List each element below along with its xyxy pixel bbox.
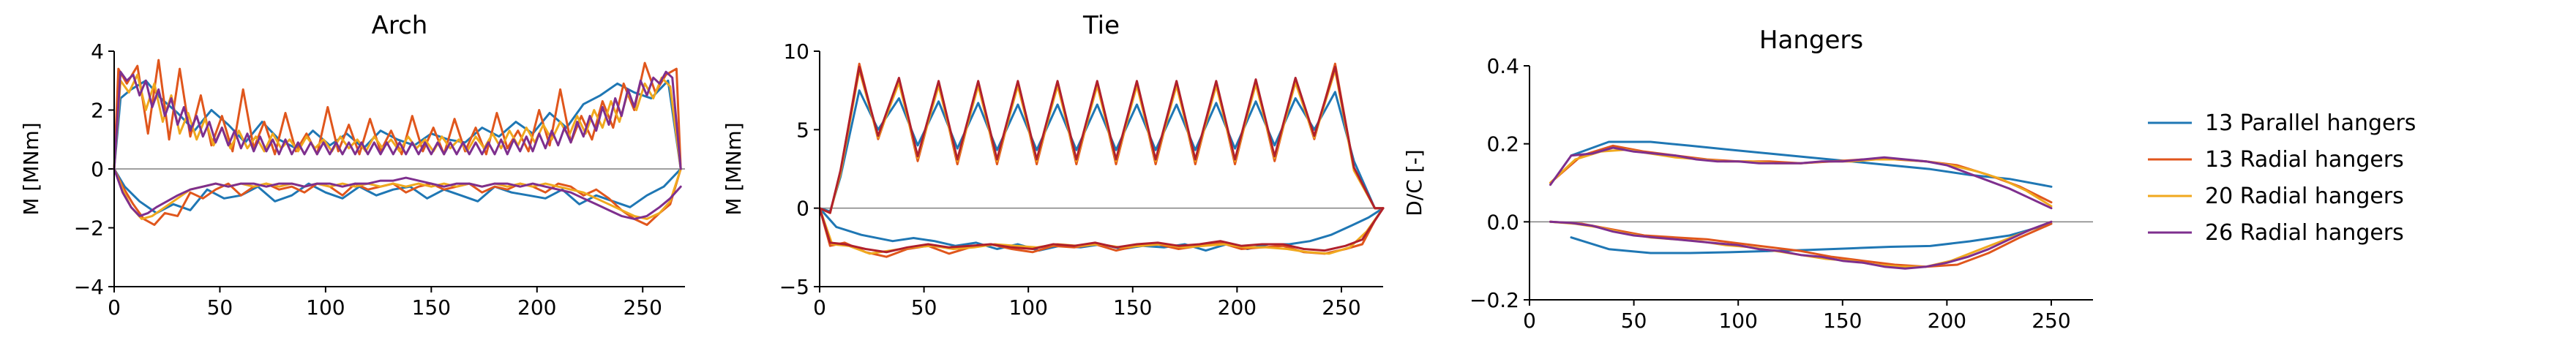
tie-y-axis-label: M [MNm]: [722, 122, 746, 215]
arch-series-1-lower-line: [113, 167, 682, 214]
legend-label-2: 13 Radial hangers: [2205, 147, 2404, 173]
arch-x-tick-label: 250: [623, 295, 662, 320]
arch-axes: [113, 51, 685, 287]
hangers-ticks: 0 50 100 150 200 250 −0.2 0.0 0.2 0.4: [1469, 54, 2071, 333]
hangers-x-tick-label: 200: [1928, 309, 1966, 333]
arch-panel: Arch M [MNm] 0 50 100 150 200 250 −4 −2 0 2 4: [19, 11, 685, 320]
hangers-title: Hangers: [1759, 26, 1863, 55]
tie-series-3-upper-line: [818, 69, 1385, 214]
arch-series-2-upper-line: [113, 58, 682, 170]
arch-x-tick-label: 150: [412, 295, 451, 320]
arch-y-axis-label: M [MNm]: [19, 122, 43, 215]
hangers-series-1-lower-line: [1570, 222, 2053, 254]
legend-label-4: 26 Radial hangers: [2205, 220, 2404, 246]
hangers-y-tick-label: 0.0: [1486, 210, 1519, 234]
arch-y-tick-label: 4: [91, 39, 104, 64]
hangers-series-3-upper-line: [1549, 148, 2053, 208]
arch-x-tick-label: 0: [108, 295, 121, 320]
hangers-x-tick-label: 50: [1621, 309, 1647, 333]
tie-x-tick-label: 100: [1008, 295, 1047, 320]
arch-y-tick-label: 0: [91, 157, 104, 181]
hangers-series-4-upper-line: [1549, 146, 2053, 210]
arch-series-3-lower-line: [113, 167, 682, 220]
hangers-axes: [1529, 66, 2093, 301]
tie-axes: [819, 51, 1383, 287]
tie-title: Tie: [1082, 11, 1120, 40]
legend: 13 Parallel hangers 13 Radial hangers 20 R…: [2148, 110, 2416, 246]
hangers-x-tick-label: 150: [1823, 309, 1862, 333]
hangers-x-tick-label: 250: [2032, 309, 2070, 333]
arch-series-4-upper-line: [113, 70, 682, 170]
tie-x-tick-label: 50: [911, 295, 937, 320]
arch-x-tick-label: 200: [517, 295, 556, 320]
arch-y-tick-label: −2: [74, 216, 104, 241]
tie-series-4-upper-line: [818, 66, 1385, 214]
arch-series: [113, 58, 685, 226]
arch-x-tick-label: 100: [306, 295, 345, 320]
hangers-x-tick-label: 0: [1523, 309, 1536, 333]
legend-label-3: 20 Radial hangers: [2205, 184, 2404, 209]
arch-x-tick-label: 50: [207, 295, 233, 320]
tie-x-tick-label: 250: [1322, 295, 1360, 320]
tie-series: [818, 62, 1385, 258]
hangers-y-axis-label: D/C [-]: [1402, 149, 1426, 216]
hangers-y-tick-label: 0.4: [1486, 54, 1519, 78]
arch-ticks: 0 50 100 150 200 250 −4 −2 0 2 4: [74, 39, 662, 320]
hangers-series-2-upper-line: [1549, 144, 2053, 204]
arch-y-tick-label: 2: [91, 99, 104, 123]
hangers-series-3-lower-line: [1549, 220, 2053, 268]
arch-title: Arch: [372, 11, 428, 40]
legend-label-1: 13 Parallel hangers: [2205, 110, 2416, 136]
hangers-y-tick-label: −0.2: [1469, 288, 1519, 312]
hangers-x-tick-label: 100: [1718, 309, 1757, 333]
tie-y-tick-label: 10: [783, 39, 809, 64]
hangers-y-tick-label: 0.2: [1486, 132, 1519, 156]
hangers-panel: Hangers D/C [-] 0 50 100 150 200 250 −0.2 0.0 0.…: [1402, 26, 2093, 333]
hangers-series-1-upper-line: [1570, 140, 2053, 188]
arch-series-4-lower-line: [113, 167, 682, 220]
tie-y-tick-label: 5: [796, 118, 809, 142]
tie-series-1-upper-line: [818, 89, 1385, 213]
hangers-series-2-lower-line: [1549, 220, 2053, 268]
tie-x-tick-label: 0: [813, 295, 826, 320]
hangers-series-4-lower-line: [1549, 220, 2053, 270]
arch-y-tick-label: −4: [74, 275, 104, 299]
arch-series-2-lower-line: [113, 167, 682, 226]
tie-series-4-lower-line: [818, 207, 1385, 254]
tie-y-tick-label: 0: [796, 197, 809, 221]
tie-x-tick-label: 150: [1113, 295, 1152, 320]
hangers-series: [1530, 140, 2093, 270]
tie-y-tick-label: −5: [779, 275, 809, 299]
tie-x-tick-label: 200: [1218, 295, 1257, 320]
